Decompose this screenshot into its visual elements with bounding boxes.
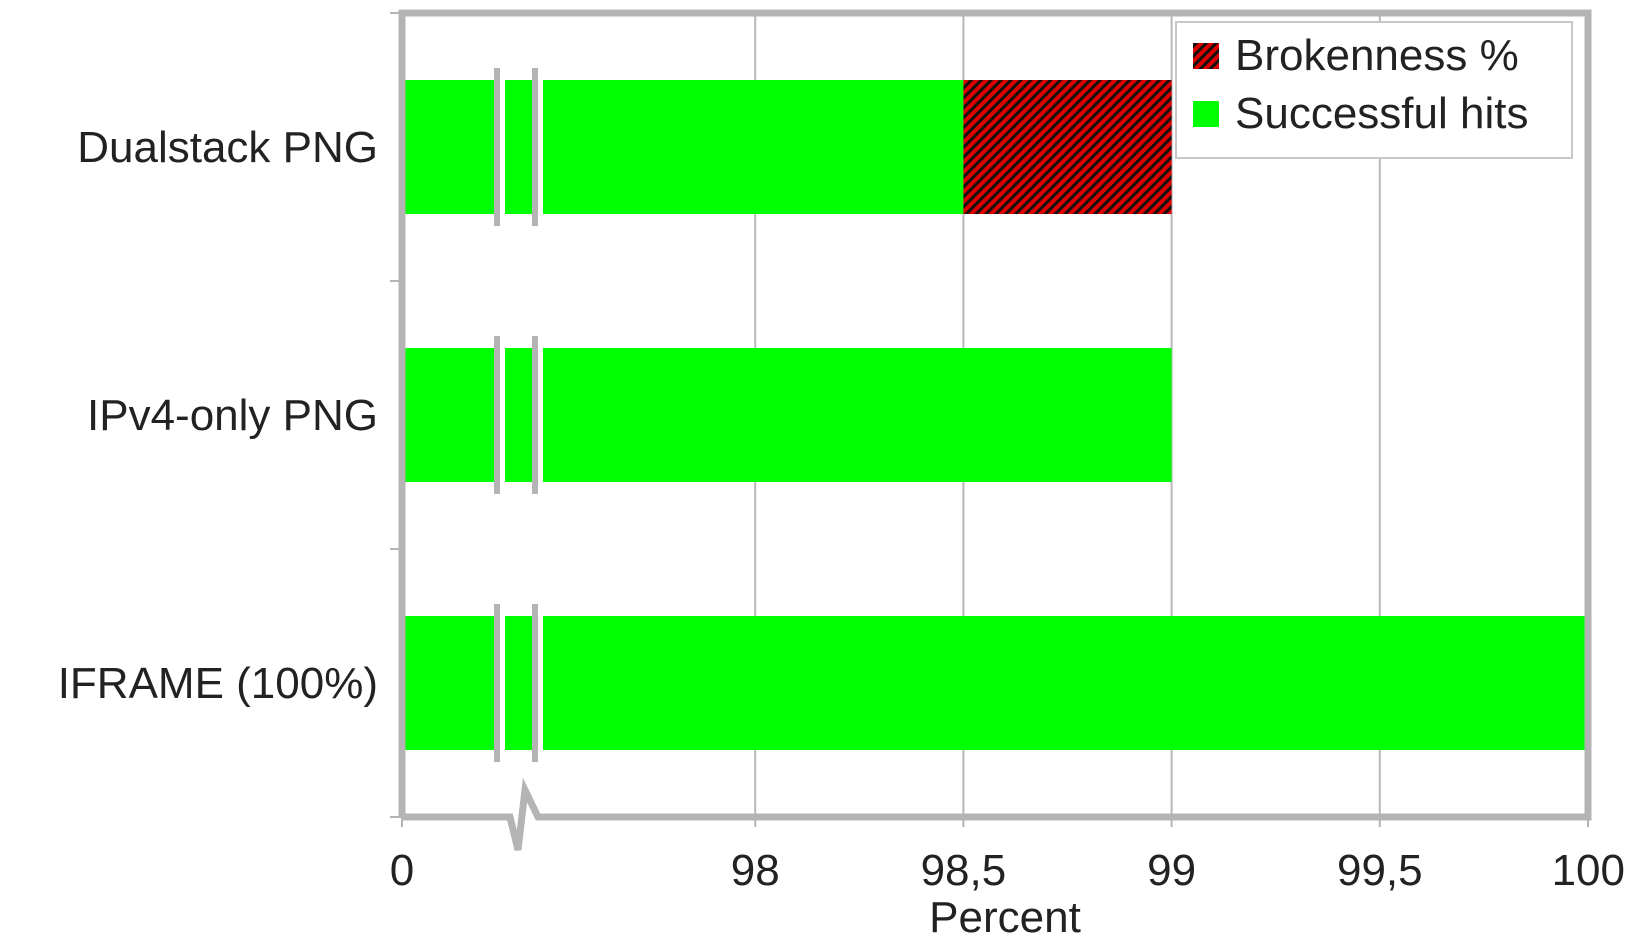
axis-break-line bbox=[494, 336, 500, 494]
x-tick-label: 0 bbox=[390, 846, 414, 895]
x-tick-label: 99 bbox=[1147, 846, 1196, 895]
axis-break-gap bbox=[499, 336, 505, 494]
axis-break-marks bbox=[494, 68, 543, 762]
axis-break-gap bbox=[499, 604, 505, 762]
y-axis-labels: Dualstack PNG IPv4-only PNG IFRAME (100%) bbox=[58, 123, 378, 708]
legend-swatch bbox=[1193, 43, 1219, 69]
x-tick-label: 98,5 bbox=[921, 846, 1007, 895]
legend-swatch bbox=[1193, 101, 1219, 127]
x-tick-label: 100 bbox=[1552, 846, 1625, 895]
y-tick-label: IPv4-only PNG bbox=[87, 391, 378, 440]
plot-border bbox=[398, 9, 1592, 851]
axis-break-line bbox=[532, 604, 538, 762]
axis-break-line bbox=[532, 336, 538, 494]
legend-label: Successful hits bbox=[1235, 89, 1528, 138]
bar-successful-hits bbox=[402, 348, 1172, 482]
axis-break-line bbox=[494, 604, 500, 762]
axis-break-gap bbox=[537, 604, 543, 762]
axis-break-gap bbox=[537, 336, 543, 494]
x-tick-label: 98 bbox=[731, 846, 780, 895]
bar-brokenness bbox=[963, 80, 1172, 214]
y-tick-label: IFRAME (100%) bbox=[58, 659, 378, 708]
y-tick-label: Dualstack PNG bbox=[77, 123, 378, 172]
legend-label: Brokenness % bbox=[1235, 31, 1519, 80]
axis-break-line bbox=[494, 68, 500, 226]
bar-successful-hits bbox=[402, 80, 964, 214]
bar-successful-hits bbox=[402, 616, 1588, 750]
x-tick-label: 99,5 bbox=[1337, 846, 1423, 895]
plot-frame bbox=[390, 9, 1592, 851]
axis-break-gap bbox=[499, 68, 505, 226]
axis-break-line bbox=[532, 68, 538, 226]
x-axis-labels: 0 98 98,5 99 99,5 100 bbox=[390, 846, 1625, 895]
axis-break-gap bbox=[537, 68, 543, 226]
x-axis-title: Percent bbox=[929, 893, 1081, 942]
legend-box bbox=[1175, 21, 1573, 159]
bars bbox=[402, 80, 1588, 750]
legend: Brokenness % Successful hits bbox=[1175, 21, 1573, 159]
